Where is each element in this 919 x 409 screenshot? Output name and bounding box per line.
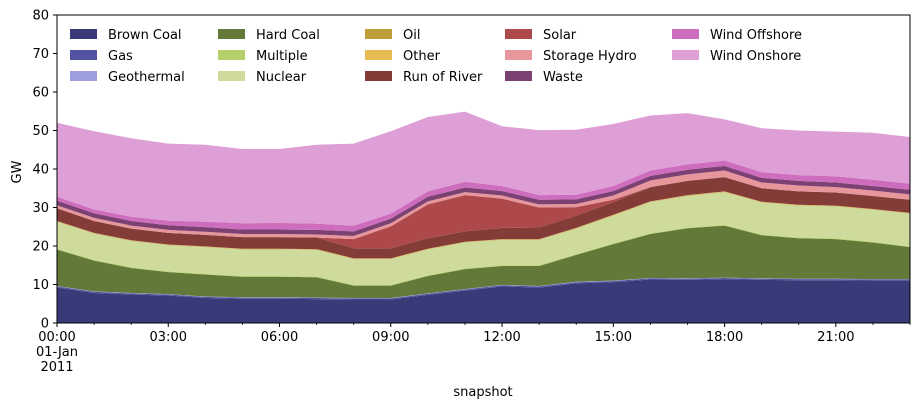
- x-tick-label: 09:00: [372, 330, 409, 345]
- legend-swatch-solar: [505, 29, 532, 39]
- y-tick-label: 40: [32, 163, 49, 178]
- legend-label-nuclear: Nuclear: [256, 70, 307, 85]
- y-axis-label: GW: [10, 160, 25, 183]
- x-tick-label: 15:00: [595, 330, 632, 345]
- x-tick-label: 2011: [40, 360, 73, 375]
- y-tick-label: 70: [32, 47, 49, 62]
- x-axis-label: snapshot: [453, 385, 512, 400]
- legend-swatch-geothermal: [70, 71, 97, 81]
- legend-swatch-waste: [505, 71, 532, 81]
- legend-swatch-oil: [365, 29, 392, 39]
- legend-label-hard-coal: Hard Coal: [256, 28, 320, 43]
- legend-label-oil: Oil: [403, 28, 420, 43]
- x-tick-label: 03:00: [150, 330, 187, 345]
- area-layers: [57, 111, 910, 323]
- x-tick-label: 01-Jan: [36, 345, 78, 360]
- legend-swatch-nuclear: [218, 71, 245, 81]
- area-run-of-river: [57, 177, 910, 259]
- y-tick-label: 30: [32, 201, 49, 216]
- y-tick-label: 20: [32, 240, 49, 255]
- legend-label-run-of-river: Run of River: [403, 70, 483, 85]
- legend-swatch-wind-onshore: [672, 50, 699, 60]
- area-nuclear: [57, 192, 910, 285]
- y-tick-label: 80: [32, 9, 49, 24]
- y-tick-label: 60: [32, 86, 49, 101]
- legend-label-wind-offshore: Wind Offshore: [710, 28, 802, 43]
- legend-swatch-run-of-river: [365, 71, 392, 81]
- x-tick-label: 06:00: [261, 330, 298, 345]
- area-solar: [57, 177, 910, 249]
- legend-swatch-wind-offshore: [672, 29, 699, 39]
- legend-label-solar: Solar: [543, 28, 577, 43]
- legend-label-other: Other: [403, 49, 441, 64]
- area-wind-onshore: [57, 111, 910, 226]
- legend-label-multiple: Multiple: [256, 49, 308, 64]
- legend-label-storage-hydro: Storage Hydro: [543, 49, 637, 64]
- x-tick-label: 00:00: [38, 330, 75, 345]
- y-tick-label: 10: [32, 278, 49, 293]
- y-tick-label: 0: [41, 317, 49, 332]
- legend-swatch-brown-coal: [70, 29, 97, 39]
- y-axis: 0 10 20 30 40 50 60 70 80: [32, 9, 57, 332]
- legend-swatch-storage-hydro: [505, 50, 532, 60]
- x-tick-label: 12:00: [483, 330, 520, 345]
- legend-swatch-gas: [70, 50, 97, 60]
- legend-swatch-multiple: [218, 50, 245, 60]
- area-hard-coal: [57, 225, 910, 298]
- legend-swatch-hard-coal: [218, 29, 245, 39]
- legend-label-brown-coal: Brown Coal: [108, 28, 182, 43]
- legend-label-waste: Waste: [543, 70, 583, 85]
- area-gas: [57, 277, 910, 300]
- x-tick-label: 21:00: [817, 330, 854, 345]
- legend-label-geothermal: Geothermal: [108, 70, 185, 85]
- legend-label-gas: Gas: [108, 49, 133, 64]
- area-brown-coal: [57, 279, 910, 323]
- legend: Brown Coal Gas Geothermal Hard Coal Multiple…: [70, 28, 802, 85]
- legend-label-wind-onshore: Wind Onshore: [710, 49, 801, 64]
- y-tick-label: 50: [32, 124, 49, 139]
- x-tick-label: 18:00: [706, 330, 743, 345]
- legend-swatch-other: [365, 50, 392, 60]
